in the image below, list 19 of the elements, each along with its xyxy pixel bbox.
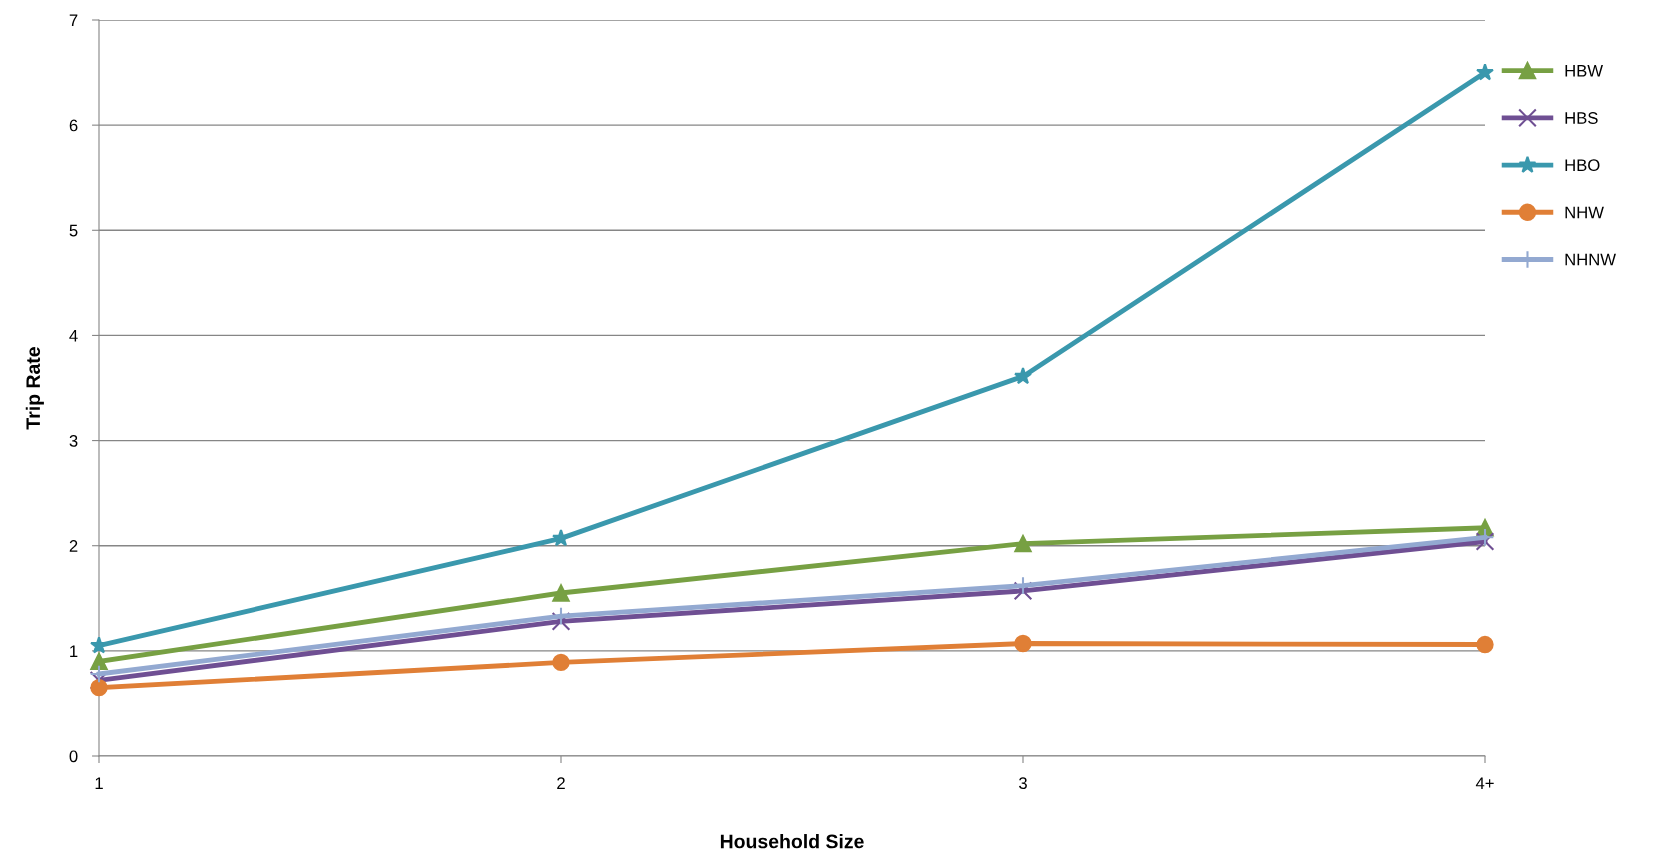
y-tick-label: 6 <box>69 119 78 132</box>
legend-label: NHNW <box>1565 253 1616 266</box>
y-tick-label: 0 <box>69 750 78 763</box>
legend-label: HBO <box>1565 159 1600 172</box>
y-tick-label: 4 <box>69 330 78 342</box>
x-axis-title: Household Size <box>720 834 864 849</box>
x-tick-label: 4+ <box>1475 777 1494 789</box>
legend-label: HBW <box>1565 65 1603 77</box>
x-tick-label: 2 <box>557 777 565 789</box>
y-tick-label: 5 <box>69 224 78 237</box>
y-tick-label: 2 <box>69 540 78 552</box>
x-tick-label: 1 <box>95 777 103 789</box>
y-tick-label: 7 <box>69 14 78 27</box>
y-tick-label: 1 <box>70 645 78 657</box>
y-tick-label: 3 <box>69 434 78 447</box>
x-tick-label: 3 <box>1019 777 1027 790</box>
legend-label: HBS <box>1565 112 1598 124</box>
y-axis-title: Trip Rate <box>25 347 44 430</box>
legend-label: NHW <box>1565 206 1604 219</box>
